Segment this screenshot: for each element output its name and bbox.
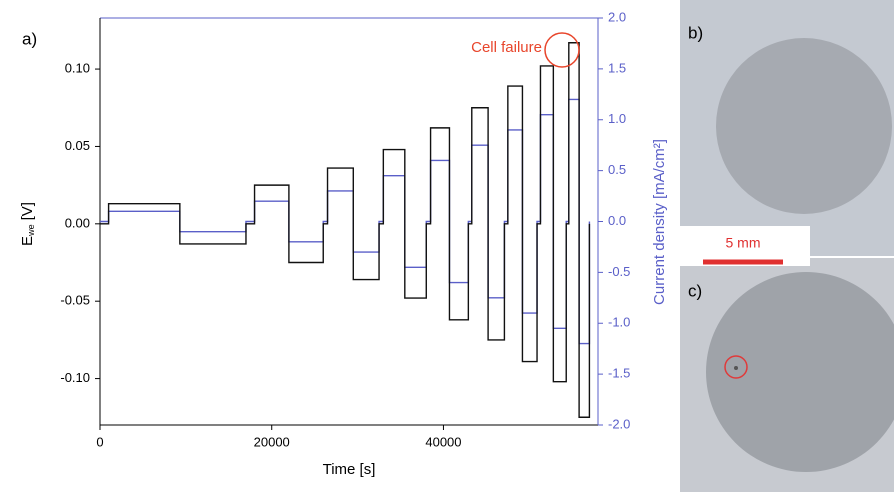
series-line (100, 98, 591, 345)
y2-tick-label: -0.5 (608, 264, 630, 279)
y-tick-label: -0.05 (60, 293, 90, 308)
y2-tick-label: -2.0 (608, 416, 630, 431)
y-tick-label: 0.10 (65, 61, 90, 76)
y-label-sub: we (26, 224, 36, 237)
y2-tick-label: -1.0 (608, 315, 630, 330)
y-label-main: E (19, 236, 36, 246)
x-axis-label: Time [s] (323, 461, 376, 478)
y2-tick-label: 0.0 (608, 213, 626, 228)
y-tick-label: 0.05 (65, 138, 90, 153)
y2-tick-label: 1.0 (608, 111, 626, 126)
y2-tick-label: 2.0 (608, 9, 626, 24)
scale-label: 5 mm (726, 235, 761, 251)
panel-label: b) (688, 23, 703, 42)
y2-tick-label: -1.5 (608, 366, 630, 381)
y-tick-label: 0.00 (65, 215, 90, 230)
series-line (100, 42, 591, 418)
scale-area (680, 226, 810, 266)
panel-label: a) (22, 29, 37, 48)
y-axis-label: Ewe [V] (19, 202, 36, 246)
panel-label: c) (688, 281, 702, 300)
x-tick-label: 40000 (425, 434, 461, 449)
failure-marker (544, 32, 580, 68)
defect (734, 366, 738, 370)
y-tick-label: -0.10 (60, 370, 90, 385)
defect-marker (724, 355, 748, 379)
x-tick-label: 20000 (254, 434, 290, 449)
annotation: Cell failure (471, 39, 542, 56)
x-tick-label: 0 (96, 434, 103, 449)
y2-axis-label: Current density [mA/cm²] (651, 139, 668, 305)
y2-tick-label: 0.5 (608, 162, 626, 177)
y2-tick-label: 1.5 (608, 60, 626, 75)
sample-disc (716, 38, 892, 214)
sample-disc (706, 272, 894, 472)
y-label-unit: [V] (19, 202, 36, 220)
